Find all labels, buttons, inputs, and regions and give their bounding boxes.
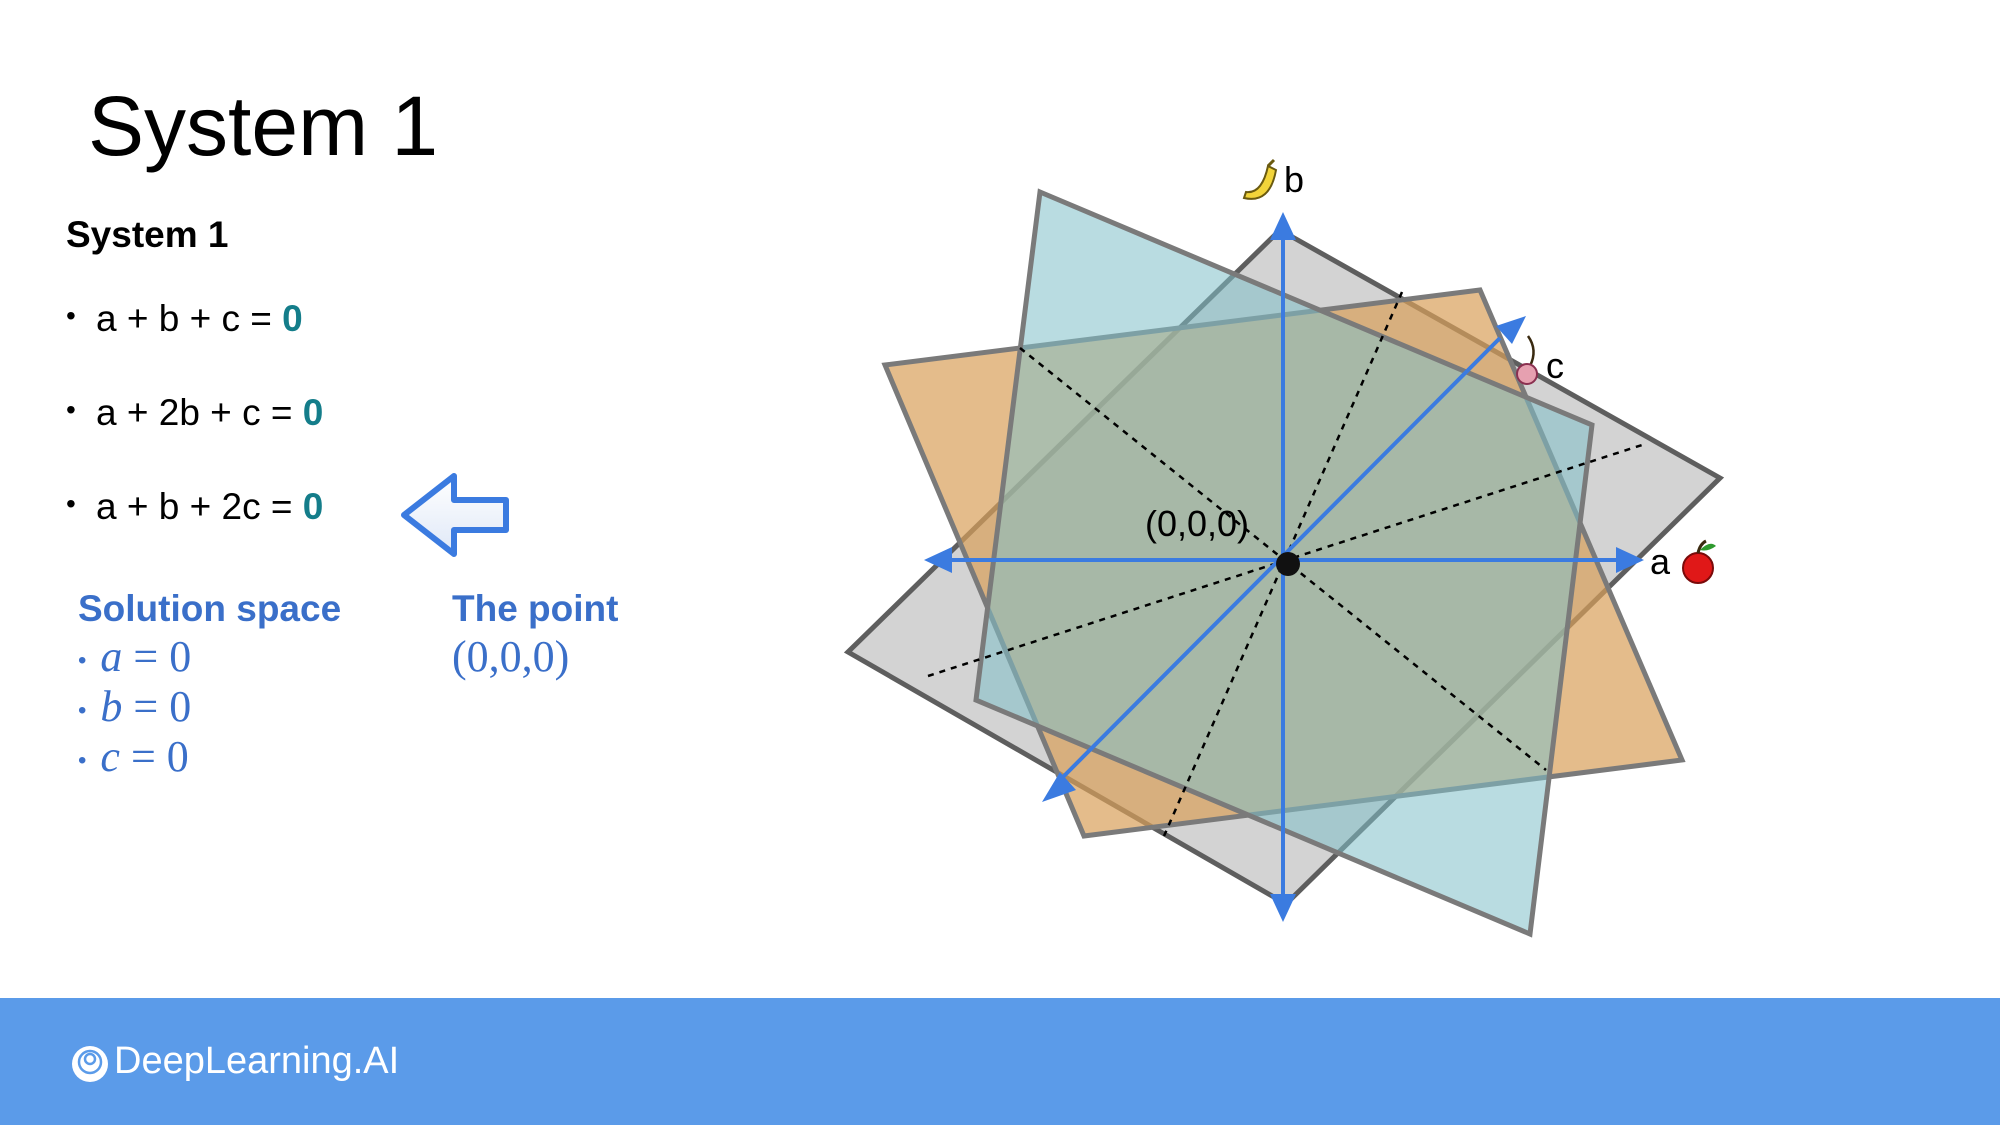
left-arrow-icon	[401, 473, 509, 557]
solution-equation: = 0	[122, 632, 192, 681]
system-subtitle: System 1	[66, 214, 229, 255]
equation-2: • a + 2b + c = 0	[66, 394, 323, 488]
equation-rhs: 0	[302, 392, 324, 433]
solution-equation: = 0	[122, 682, 192, 731]
axis-a-arrow-right	[1616, 547, 1644, 573]
bullet: •	[66, 300, 76, 331]
solution-space-heading: Solution space	[78, 588, 342, 629]
equation-rhs: 0	[302, 486, 324, 527]
cherry-icon	[1516, 335, 1538, 385]
apple-icon	[1682, 539, 1716, 584]
equation-1: • a + b + c = 0	[66, 300, 323, 394]
equation-3: • a + b + 2c = 0	[66, 488, 323, 582]
solution-item: • c = 0	[78, 732, 189, 781]
deeplearning-logo-icon	[72, 1046, 108, 1082]
solution-variable: b	[100, 682, 123, 731]
solution-item: • a = 0	[78, 632, 192, 681]
equation-list: • a + b + c = 0 • a + 2b + c = 0 • a + b + …	[66, 300, 323, 582]
axis-label-a: a	[1650, 541, 1671, 582]
planes-diagram: (0,0,0) b a c	[843, 158, 1725, 938]
axis-c-arrow-down	[1042, 772, 1076, 802]
axis-c-arrow-up	[1496, 316, 1526, 344]
solution-variable: a	[100, 632, 123, 681]
bullet: •	[66, 488, 76, 519]
footer-bar	[0, 998, 2000, 1125]
solution-equation: = 0	[119, 732, 189, 781]
equation-rhs: 0	[282, 298, 303, 339]
axis-a-arrow-left	[924, 547, 952, 573]
axis-b-arrow-up	[1270, 212, 1296, 240]
point-value: (0,0,0)	[452, 632, 570, 681]
banana-icon	[1242, 158, 1278, 200]
axis-label-c: c	[1546, 345, 1564, 386]
point-heading: The point	[452, 588, 619, 629]
origin-point	[1276, 552, 1300, 576]
axis-b-arrow-down	[1270, 894, 1296, 922]
equation-lhs: a + 2b + c =	[96, 392, 303, 433]
axis-label-b: b	[1284, 159, 1304, 200]
origin-label: (0,0,0)	[1145, 503, 1249, 544]
bullet: •	[66, 394, 76, 425]
equation-lhs: a + b + 2c =	[96, 486, 303, 527]
brand-name: DeepLearning.AI	[114, 1040, 400, 1082]
intersection-line	[1162, 291, 1404, 837]
solution-variable: c	[100, 732, 120, 781]
slide-title: System 1	[88, 79, 439, 173]
equation-lhs: a + b + c =	[96, 298, 283, 339]
solution-list: • a = 0 • b = 0 • c = 0	[78, 632, 191, 782]
solution-item: • b = 0	[78, 682, 192, 731]
